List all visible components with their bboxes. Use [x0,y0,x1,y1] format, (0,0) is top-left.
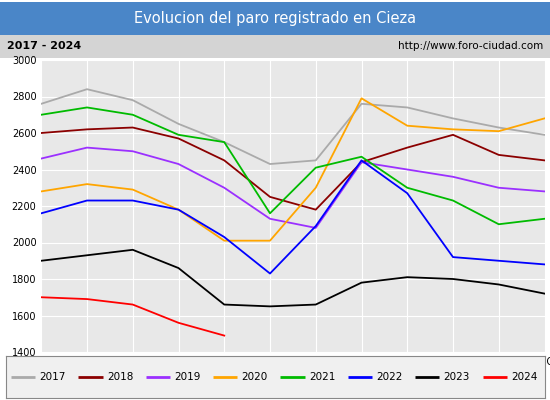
Text: 2022: 2022 [376,372,403,382]
Text: 2017: 2017 [40,372,66,382]
Text: 2021: 2021 [309,372,336,382]
Text: 2020: 2020 [241,372,268,382]
Text: http://www.foro-ciudad.com: http://www.foro-ciudad.com [398,41,543,51]
Text: 2018: 2018 [107,372,133,382]
Text: 2019: 2019 [174,372,201,382]
Text: 2017 - 2024: 2017 - 2024 [7,41,81,51]
Text: 2023: 2023 [444,372,470,382]
Text: Evolucion del paro registrado en Cieza: Evolucion del paro registrado en Cieza [134,11,416,26]
Text: 2024: 2024 [511,372,537,382]
